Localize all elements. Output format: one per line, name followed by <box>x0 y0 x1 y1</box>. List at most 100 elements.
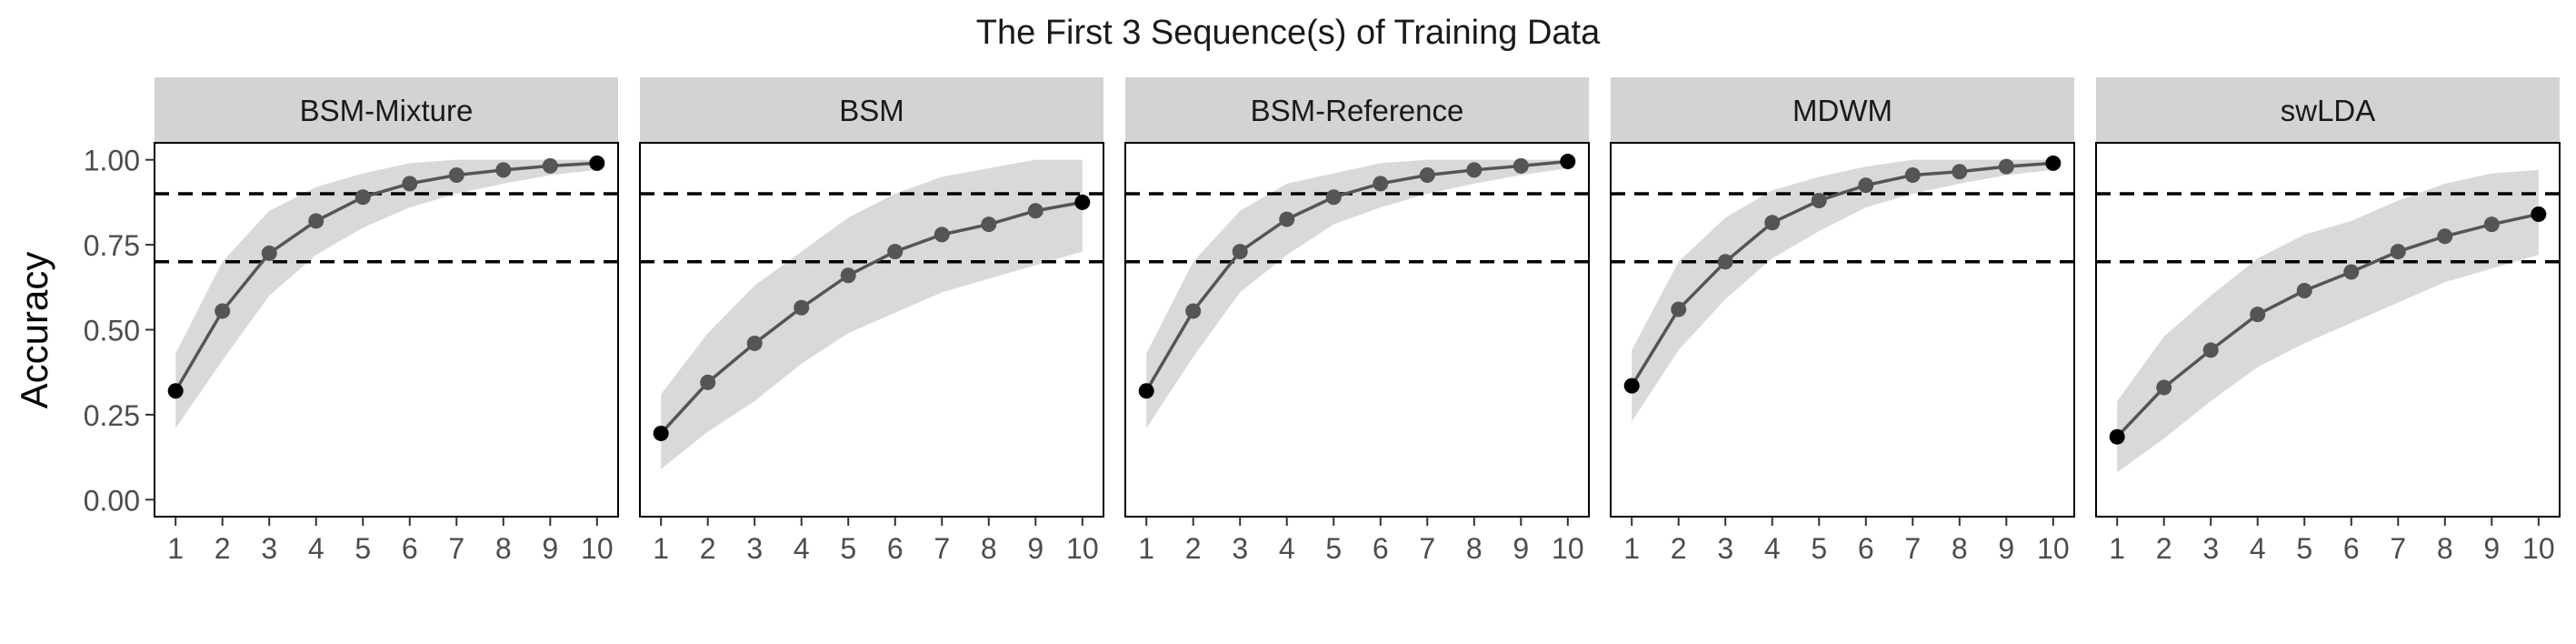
series-line <box>2115 212 2540 438</box>
panel-border <box>639 142 1104 518</box>
x-tick-label: 5 <box>840 532 856 565</box>
endpoint-marker <box>589 155 605 171</box>
data-point <box>700 374 716 390</box>
data-point <box>2343 264 2360 280</box>
data-point <box>1513 157 1529 174</box>
x-tick-label: 9 <box>1027 532 1043 565</box>
data-point <box>2202 342 2219 358</box>
chart-title: The First 3 Sequence(s) of Training Data <box>976 14 1601 52</box>
facet-strip-label: BSM <box>839 94 904 127</box>
x-tick-label: 8 <box>1466 532 1483 565</box>
facet-strip-label: BSM-Mixture <box>300 94 474 127</box>
panel-border <box>154 142 619 518</box>
facet-strip-label: BSM-Reference <box>1251 94 1464 127</box>
x-tick-label: 3 <box>746 532 763 565</box>
x-tick-label: 7 <box>448 532 464 565</box>
x-tick-label: 10 <box>581 532 614 565</box>
endpoint-marker <box>1623 377 1640 394</box>
panel-border <box>1124 142 1590 518</box>
x-tick-label: 3 <box>261 532 277 565</box>
endpoint-marker <box>2531 206 2547 222</box>
data-point <box>2437 228 2453 245</box>
x-tick-label: 9 <box>1998 532 2014 565</box>
x-tick-label: 1 <box>1623 532 1640 565</box>
x-tick-label: 10 <box>1552 532 1584 565</box>
panel-border <box>2095 142 2561 518</box>
data-point <box>1858 177 1874 194</box>
data-point <box>1279 211 1295 227</box>
confidence-ribbon <box>2117 169 2539 473</box>
x-tick-label: 3 <box>1717 532 1733 565</box>
x-tick-label: 4 <box>1764 532 1781 565</box>
endpoint-marker <box>2045 155 2062 171</box>
data-point <box>542 157 558 174</box>
x-tick-label: 1 <box>653 532 669 565</box>
x-tick-label: 10 <box>2037 532 2070 565</box>
facet-strip <box>1125 77 1589 143</box>
facet-panel-mdwm: MDWM 1 2 3 4 5 6 7 8 9 10 <box>1610 77 2075 565</box>
x-tick-label: 2 <box>700 532 716 565</box>
x-tick-label: 9 <box>1513 532 1529 565</box>
x-tick-label: 8 <box>495 532 512 565</box>
data-point <box>495 162 512 178</box>
x-tick-label: 8 <box>2437 532 2453 565</box>
y-tick-label: 1.00 <box>84 145 140 177</box>
facet-panel-swlda: swLDA 1 2 3 4 5 6 7 8 9 10 <box>2095 77 2561 565</box>
endpoint-marker <box>653 425 669 441</box>
data-point <box>934 226 950 243</box>
x-tick-label: 6 <box>402 532 418 565</box>
series-line <box>1630 161 2053 387</box>
x-tick-label: 7 <box>2390 532 2406 565</box>
endpoint-marker <box>1074 194 1091 210</box>
x-tick-label: 10 <box>1066 532 1099 565</box>
y-tick-label: 0.50 <box>84 315 140 347</box>
x-tick-label: 5 <box>354 532 371 565</box>
data-point <box>2390 244 2406 260</box>
data-point <box>1232 244 1248 260</box>
data-point <box>840 267 856 284</box>
confidence-ribbon <box>175 159 597 428</box>
y-tick-label: 0.00 <box>84 484 140 517</box>
data-point <box>2483 216 2500 233</box>
x-tick-label: 5 <box>2296 532 2312 565</box>
data-point <box>448 166 464 183</box>
series-line <box>174 161 597 392</box>
series-line <box>1144 159 1568 392</box>
facet-strip <box>1611 77 2074 143</box>
facet-panel-bsm: BSM 1 2 3 4 5 6 7 8 9 10 <box>639 77 1104 565</box>
confidence-ribbon <box>661 159 1083 469</box>
data-point <box>354 189 371 206</box>
x-tick-label: 4 <box>308 532 324 565</box>
confidence-ribbon <box>1632 159 2053 422</box>
data-point <box>1671 301 1687 317</box>
data-point <box>1904 166 1921 183</box>
x-tick-label: 5 <box>1325 532 1342 565</box>
data-point <box>402 176 418 192</box>
x-tick-label: 6 <box>1373 532 1389 565</box>
panel-border <box>1610 142 2075 518</box>
x-tick-label: 2 <box>1185 532 1202 565</box>
data-point <box>981 216 997 233</box>
data-point <box>2156 379 2172 396</box>
x-tick-label: 8 <box>1952 532 1968 565</box>
x-tick-label: 5 <box>1811 532 1827 565</box>
data-point <box>2296 283 2312 299</box>
facet-strip <box>640 77 1103 143</box>
data-point <box>261 245 277 261</box>
x-tick-label: 7 <box>934 532 950 565</box>
endpoint-marker <box>167 383 184 399</box>
y-tick-label: 0.75 <box>84 229 140 262</box>
data-point <box>1419 166 1435 183</box>
endpoint-marker <box>1138 383 1154 399</box>
x-tick-label: 9 <box>542 532 558 565</box>
endpoint-marker <box>1560 154 1576 170</box>
confidence-ribbon <box>1146 159 1568 428</box>
data-point <box>887 244 904 260</box>
data-point <box>1998 158 2014 175</box>
x-tick-label: 4 <box>794 532 810 565</box>
data-point <box>1373 176 1389 192</box>
data-point <box>1717 254 1733 270</box>
